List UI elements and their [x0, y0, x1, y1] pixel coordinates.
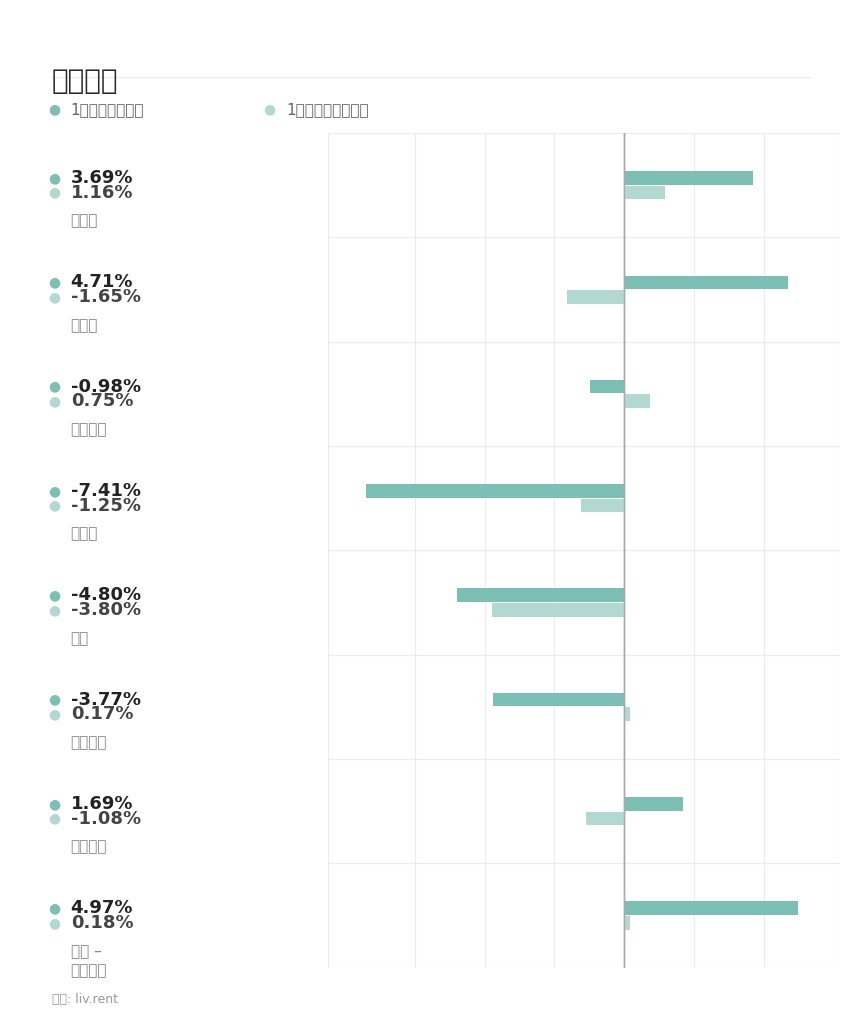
Bar: [623, 901, 796, 915]
Text: -0.98%: -0.98%: [71, 378, 140, 395]
Text: ●: ●: [48, 692, 60, 707]
Text: ●: ●: [48, 171, 60, 185]
Text: -3.77%: -3.77%: [71, 690, 140, 709]
Bar: [623, 916, 629, 930]
Text: ●: ●: [48, 380, 60, 393]
Text: 密西沙加: 密西沙加: [71, 735, 107, 750]
Bar: [623, 185, 664, 200]
Text: -7.41%: -7.41%: [71, 482, 140, 500]
Text: 来源: liv.rent: 来源: liv.rent: [52, 992, 118, 1006]
Text: -4.80%: -4.80%: [71, 587, 140, 604]
Text: 0.18%: 0.18%: [71, 913, 133, 932]
Text: ●: ●: [48, 484, 60, 498]
Bar: [585, 812, 623, 825]
Bar: [566, 290, 623, 304]
Text: -1.25%: -1.25%: [71, 497, 140, 514]
Text: 4.97%: 4.97%: [71, 899, 133, 918]
Text: ●: ●: [48, 708, 60, 721]
Text: 4.71%: 4.71%: [71, 273, 133, 291]
Text: ●: ●: [48, 394, 60, 409]
Bar: [623, 394, 649, 408]
Text: 3.69%: 3.69%: [71, 169, 133, 187]
Bar: [579, 499, 623, 512]
Text: 士嘉堡: 士嘉堡: [71, 526, 98, 542]
Text: 1.69%: 1.69%: [71, 795, 133, 813]
Text: ●: ●: [48, 102, 60, 117]
Text: -3.80%: -3.80%: [71, 601, 140, 618]
Text: ●: ●: [48, 811, 60, 825]
Bar: [365, 484, 623, 498]
Bar: [456, 589, 623, 602]
Bar: [491, 603, 623, 616]
Text: ●: ●: [48, 588, 60, 602]
Text: ●: ●: [48, 499, 60, 513]
Text: 布兰普顿: 布兰普顿: [71, 840, 107, 854]
Bar: [623, 171, 752, 184]
Text: 环比变化: 环比变化: [52, 67, 118, 94]
Text: ●: ●: [48, 915, 60, 930]
Text: 万锦: 万锦: [71, 631, 89, 646]
Text: 北约克: 北约克: [71, 317, 98, 333]
Text: 市中心: 市中心: [71, 213, 98, 228]
Text: ●: ●: [48, 797, 60, 811]
Text: 1卧室带家具房源: 1卧室带家具房源: [71, 102, 144, 117]
Text: 0.75%: 0.75%: [71, 392, 133, 411]
Bar: [623, 708, 629, 721]
Bar: [623, 797, 682, 811]
Text: -1.65%: -1.65%: [71, 288, 140, 306]
Text: ●: ●: [48, 290, 60, 304]
Bar: [589, 380, 623, 393]
Bar: [623, 275, 788, 289]
Bar: [492, 693, 623, 707]
Text: ●: ●: [48, 901, 60, 915]
Text: 0.17%: 0.17%: [71, 706, 133, 723]
Text: 1卧室不带家具房源: 1卧室不带家具房源: [286, 102, 369, 117]
Text: ●: ●: [48, 185, 60, 200]
Text: -1.08%: -1.08%: [71, 810, 140, 827]
Text: ●: ●: [263, 102, 276, 117]
Text: ●: ●: [48, 275, 60, 290]
Text: 怡陶碧谷: 怡陶碧谷: [71, 422, 107, 437]
Text: 旺市 –
列治文山: 旺市 – 列治文山: [71, 944, 107, 979]
Text: 1.16%: 1.16%: [71, 183, 133, 202]
Text: ●: ●: [48, 603, 60, 616]
